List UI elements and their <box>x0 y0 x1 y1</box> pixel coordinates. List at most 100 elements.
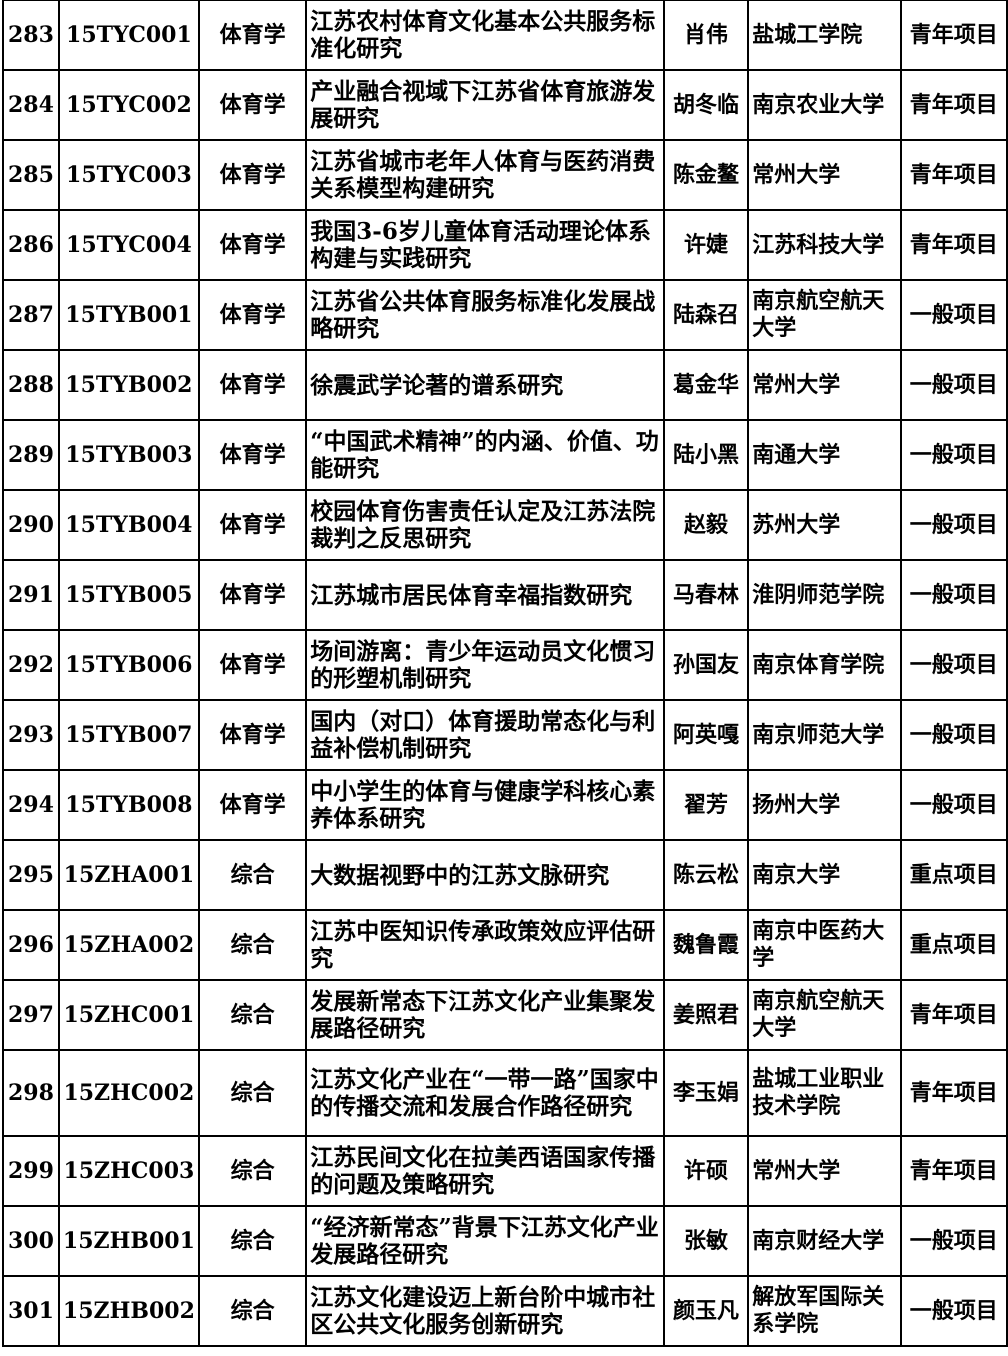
project-title-cell: 我国3-6岁儿童体育活动理论体系构建与实践研究 <box>305 209 665 281</box>
principal-investigator-cell: 赵毅 <box>662 489 750 561</box>
table-row: 301 15ZHB002 综合 江苏文化建设迈上新台阶中城市社区公共文化服务创新研究颜… <box>2 1275 1008 1347</box>
institution-cell: 常州大学 <box>747 349 902 421</box>
discipline-cell: 综合 <box>197 1275 308 1347</box>
project-type-cell: 重点项目 <box>899 839 1008 911</box>
discipline-cell: 体育学 <box>197 139 308 211</box>
project-title-cell: 中小学生的体育与健康学科核心素养体系研究 <box>305 769 665 841</box>
table-row: 283 15TYC001 体育学 江苏农村体育文化基本公共服务标准化研究 肖伟 盐城工学院… <box>2 0 1008 71</box>
discipline-cell: 体育学 <box>197 279 308 351</box>
institution-cell: 解放军国际关系学院 <box>747 1275 902 1347</box>
project-code-cell: 15ZHB001 <box>57 1205 200 1277</box>
principal-investigator-cell: 肖伟 <box>662 0 750 71</box>
table-row: 286 15TYC004 体育学 我国3-6岁儿童体育活动理论体系构建与实践研究 许婕江… <box>2 209 1008 281</box>
table-row: 291 15TYB005 体育学 江苏城市居民体育幸福指数研究 马春林 淮阴师范学院 一般项… <box>2 559 1008 631</box>
project-code-cell: 15TYC003 <box>57 139 200 211</box>
principal-investigator-cell: 阿英嘎 <box>662 699 750 771</box>
project-title-cell: 徐震武学论著的谱系研究 <box>305 349 665 421</box>
discipline-cell: 体育学 <box>197 209 308 281</box>
project-code-cell: 15TYB002 <box>57 349 200 421</box>
row-number-cell: 299 <box>2 1135 60 1207</box>
institution-cell: 南通大学 <box>747 419 902 491</box>
principal-investigator-cell: 张敏 <box>662 1205 750 1277</box>
project-title-cell: 江苏文化建设迈上新台阶中城市社区公共文化服务创新研究 <box>305 1275 665 1347</box>
institution-cell: 盐城工学院 <box>747 0 902 71</box>
project-title-cell: “中国武术精神”的内涵、价值、功能研究 <box>305 419 665 491</box>
principal-investigator-cell: 陆森召 <box>662 279 750 351</box>
institution-cell: 南京体育学院 <box>747 629 902 701</box>
row-number-cell: 298 <box>2 1049 60 1137</box>
project-code-cell: 15TYB005 <box>57 559 200 631</box>
project-type-cell: 一般项目 <box>899 559 1008 631</box>
project-code-cell: 15ZHC002 <box>57 1049 200 1137</box>
institution-cell: 南京中医药大学 <box>747 909 902 981</box>
project-title-cell: “经济新常态”背景下江苏文化产业发展路径研究 <box>305 1205 665 1277</box>
project-type-cell: 一般项目 <box>899 699 1008 771</box>
project-type-cell: 一般项目 <box>899 1205 1008 1277</box>
institution-cell: 常州大学 <box>747 139 902 211</box>
discipline-cell: 综合 <box>197 1205 308 1277</box>
project-code-cell: 15TYB001 <box>57 279 200 351</box>
institution-cell: 南京航空航天大学 <box>747 979 902 1051</box>
table-row: 293 15TYB007 体育学 国内（对口）体育援助常态化与利益补偿机制研究 阿英嘎南… <box>2 699 1008 771</box>
project-title-cell: 发展新常态下江苏文化产业集聚发展路径研究 <box>305 979 665 1051</box>
table-row: 292 15TYB006 体育学 场间游离：青少年运动员文化惯习的形塑机制研究 孙国友南… <box>2 629 1008 701</box>
project-type-cell: 一般项目 <box>899 349 1008 421</box>
project-title-cell: 江苏中医知识传承政策效应评估研究 <box>305 909 665 981</box>
project-code-cell: 15ZHA001 <box>57 839 200 911</box>
row-number-cell: 284 <box>2 69 60 141</box>
discipline-cell: 体育学 <box>197 0 308 71</box>
project-title-cell: 江苏省城市老年人体育与医药消费关系模型构建研究 <box>305 139 665 211</box>
project-code-cell: 15ZHB002 <box>57 1275 200 1347</box>
project-title-cell: 校园体育伤害责任认定及江苏法院裁判之反思研究 <box>305 489 665 561</box>
table-row: 285 15TYC003 体育学 江苏省城市老年人体育与医药消费关系模型构建研究 陈金鳌… <box>2 139 1008 211</box>
discipline-cell: 综合 <box>197 839 308 911</box>
institution-cell: 淮阴师范学院 <box>747 559 902 631</box>
principal-investigator-cell: 许硕 <box>662 1135 750 1207</box>
project-type-cell: 青年项目 <box>899 1049 1008 1137</box>
institution-cell: 南京财经大学 <box>747 1205 902 1277</box>
project-type-cell: 青年项目 <box>899 1135 1008 1207</box>
principal-investigator-cell: 陈金鳌 <box>662 139 750 211</box>
project-code-cell: 15TYB008 <box>57 769 200 841</box>
discipline-cell: 体育学 <box>197 629 308 701</box>
project-type-cell: 青年项目 <box>899 139 1008 211</box>
project-title-cell: 江苏民间文化在拉美西语国家传播的问题及策略研究 <box>305 1135 665 1207</box>
row-number-cell: 293 <box>2 699 60 771</box>
row-number-cell: 287 <box>2 279 60 351</box>
project-title-cell: 江苏省公共体育服务标准化发展战略研究 <box>305 279 665 351</box>
project-type-cell: 青年项目 <box>899 0 1008 71</box>
project-type-cell: 一般项目 <box>899 489 1008 561</box>
row-number-cell: 285 <box>2 139 60 211</box>
row-number-cell: 289 <box>2 419 60 491</box>
discipline-cell: 综合 <box>197 1135 308 1207</box>
principal-investigator-cell: 陈云松 <box>662 839 750 911</box>
project-title-cell: 江苏文化产业在“一带一路”国家中的传播交流和发展合作路径研究 <box>305 1049 665 1137</box>
project-code-cell: 15ZHC001 <box>57 979 200 1051</box>
project-title-cell: 产业融合视域下江苏省体育旅游发展研究 <box>305 69 665 141</box>
project-code-cell: 15TYC002 <box>57 69 200 141</box>
discipline-cell: 体育学 <box>197 769 308 841</box>
project-title-cell: 国内（对口）体育援助常态化与利益补偿机制研究 <box>305 699 665 771</box>
project-title-cell: 江苏城市居民体育幸福指数研究 <box>305 559 665 631</box>
row-number-cell: 301 <box>2 1275 60 1347</box>
principal-investigator-cell: 孙国友 <box>662 629 750 701</box>
principal-investigator-cell: 葛金华 <box>662 349 750 421</box>
discipline-cell: 体育学 <box>197 419 308 491</box>
project-code-cell: 15ZHC003 <box>57 1135 200 1207</box>
principal-investigator-cell: 马春林 <box>662 559 750 631</box>
row-number-cell: 292 <box>2 629 60 701</box>
project-code-cell: 15TYB007 <box>57 699 200 771</box>
row-number-cell: 297 <box>2 979 60 1051</box>
project-type-cell: 一般项目 <box>899 1275 1008 1347</box>
institution-cell: 江苏科技大学 <box>747 209 902 281</box>
table-row: 296 15ZHA002 综合 江苏中医知识传承政策效应评估研究 魏鲁霞 南京中医药大学重… <box>2 909 1008 981</box>
project-code-cell: 15TYC001 <box>57 0 200 71</box>
project-code-cell: 15TYB003 <box>57 419 200 491</box>
table-row: 298 15ZHC002 综合 江苏文化产业在“一带一路”国家中的传播交流和发展合作路… <box>2 1049 1008 1137</box>
principal-investigator-cell: 陆小黑 <box>662 419 750 491</box>
project-type-cell: 一般项目 <box>899 419 1008 491</box>
project-type-cell: 青年项目 <box>899 69 1008 141</box>
table-row: 284 15TYC002 体育学 产业融合视域下江苏省体育旅游发展研究 胡冬临 南京农业大… <box>2 69 1008 141</box>
discipline-cell: 体育学 <box>197 69 308 141</box>
table-row: 289 15TYB003 体育学 “中国武术精神”的内涵、价值、功能研究 陆小黑 南通大学… <box>2 419 1008 491</box>
